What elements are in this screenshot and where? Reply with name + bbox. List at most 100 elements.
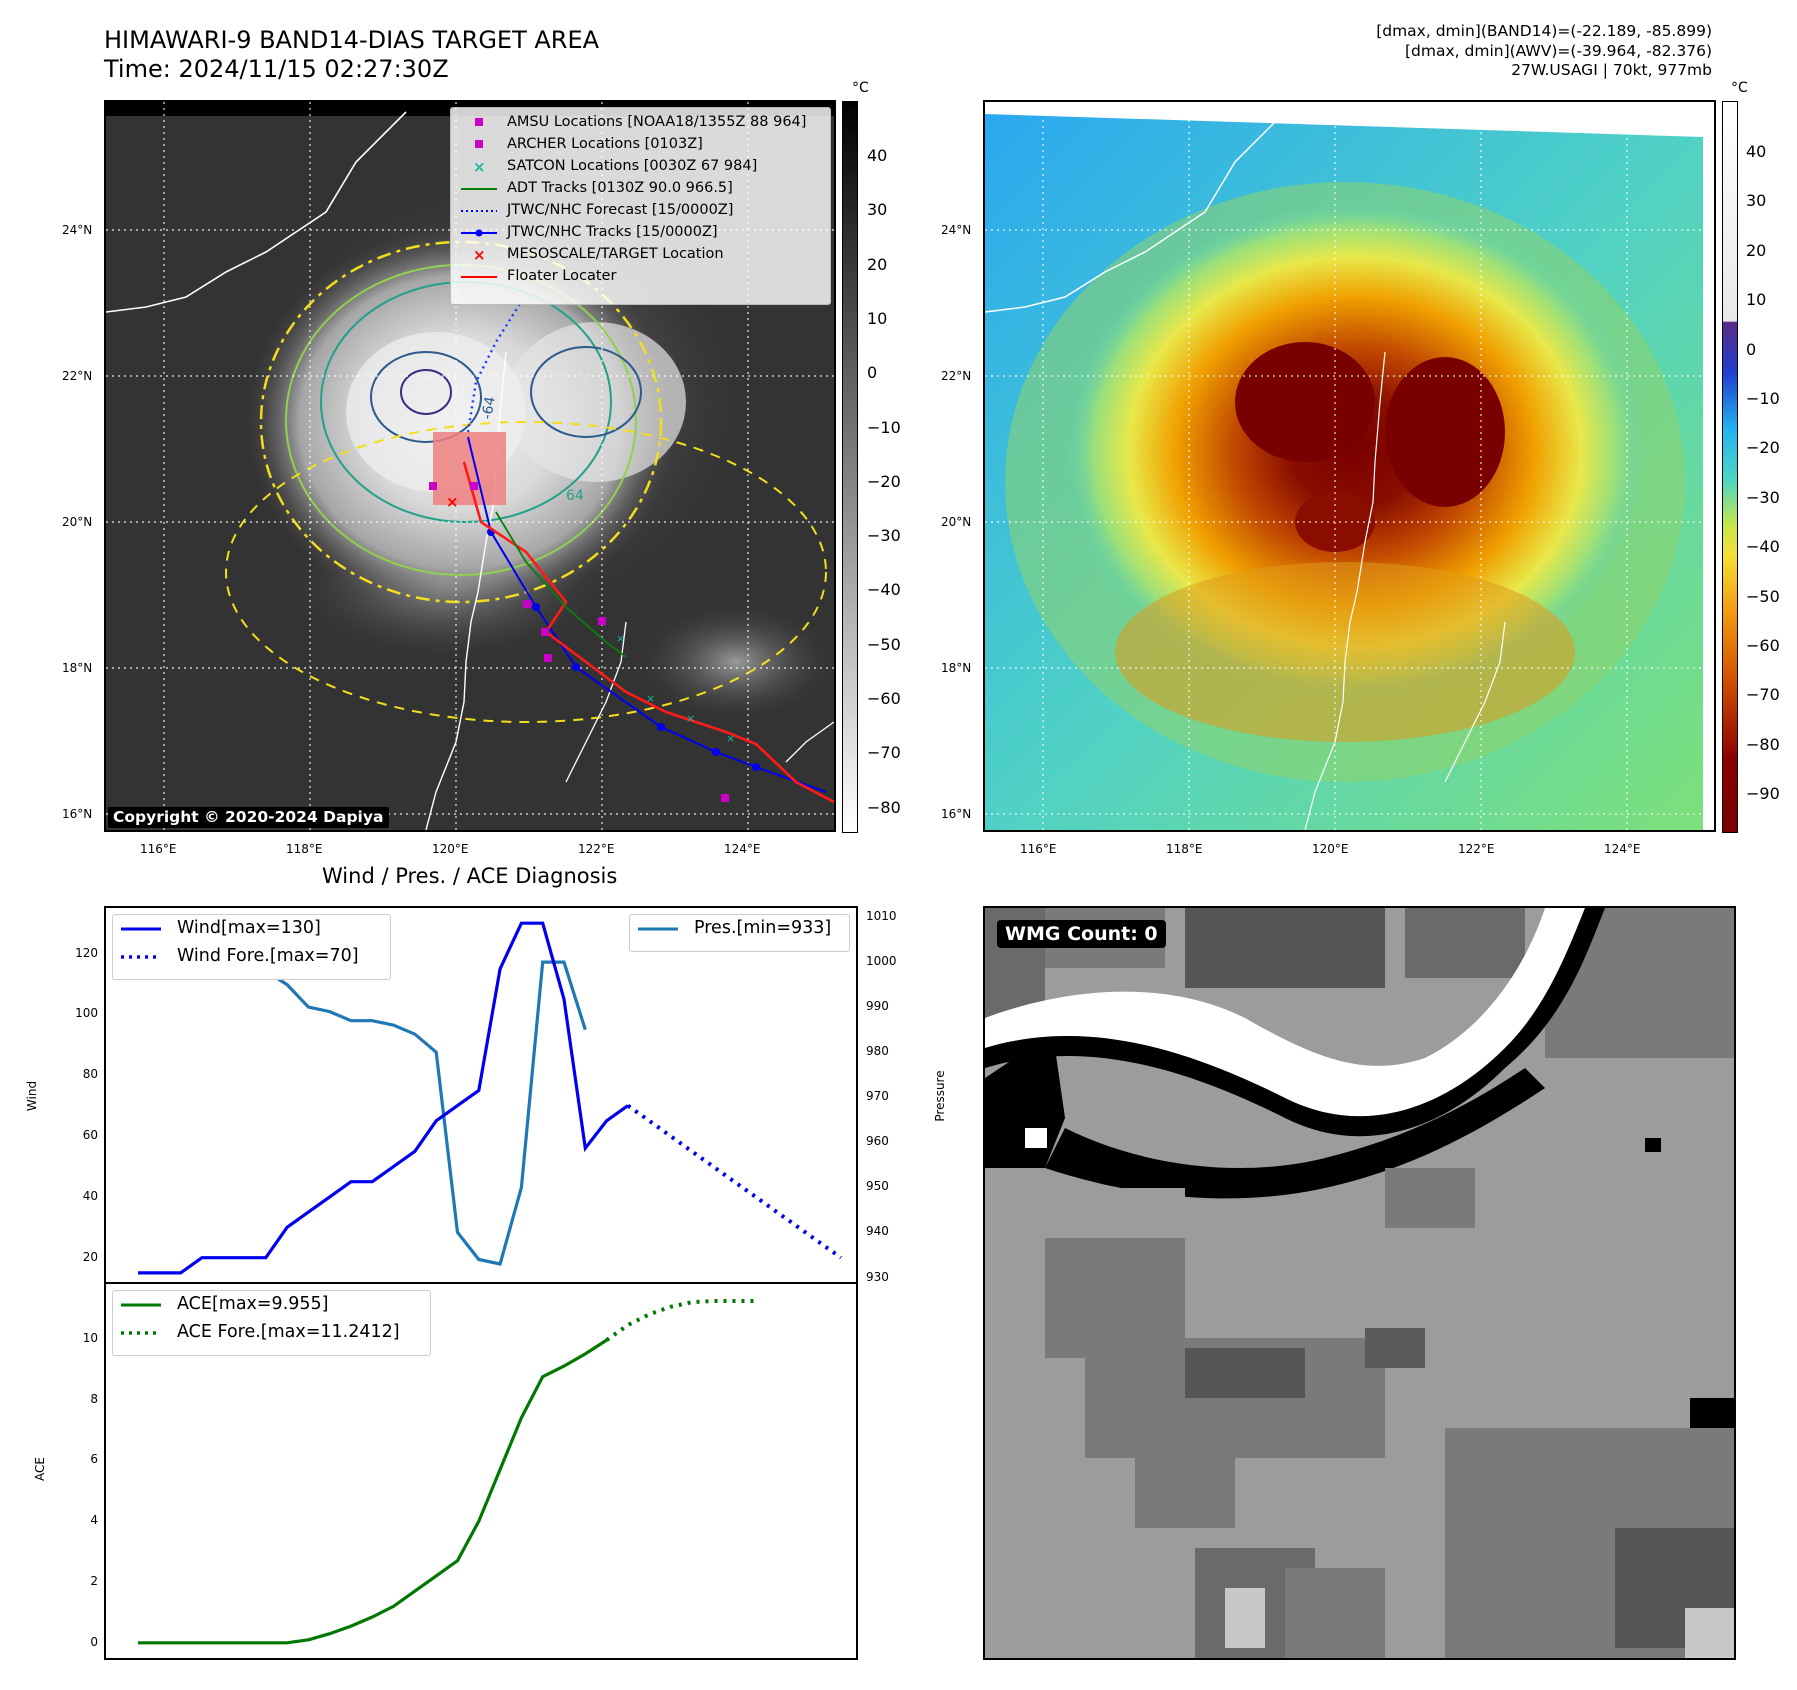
ace-plot	[138, 1299, 756, 1645]
pressure-y-tick-label: 980	[866, 1044, 889, 1059]
gray-colorbar-tick: 0	[867, 363, 878, 383]
ace-legend: ACE[max=9.955] ACE Fore.[max=11.2412]	[112, 1290, 431, 1356]
gray-colorbar-tick: 10	[867, 308, 888, 328]
color-colorbar-tick: −70	[1746, 685, 1780, 705]
map-legend: AMSU Locations [NOAA18/1355Z 88 964] ARC…	[450, 107, 831, 305]
gray-colorbar-tick: −40	[867, 580, 901, 600]
wind-y-tick-label: 100	[75, 1006, 98, 1021]
wind-y-tick-label: 60	[82, 1128, 98, 1142]
ace-y-tick-label: 0	[90, 1634, 98, 1649]
pressure-y-tick-label: 970	[866, 1089, 889, 1104]
info-line-3: 27W.USAGI | 70kt, 977mb	[1511, 61, 1712, 79]
figure-title: HIMAWARI-9 BAND14-DIAS TARGET AREA Time:…	[104, 26, 599, 84]
wind-series-line	[138, 921, 629, 1275]
ace-y-tick-label: 10	[82, 1330, 98, 1345]
wind-y-tick-label: 20	[82, 1249, 98, 1264]
legend-wind: Wind[max=130]	[121, 918, 321, 942]
gray-colorbar	[842, 101, 858, 833]
svg-text:×: ×	[726, 732, 735, 745]
gray-colorbar-tick: −20	[867, 471, 901, 491]
pressure-line-icon	[638, 927, 678, 931]
color-colorbar-tick: −80	[1746, 734, 1780, 754]
color-colorbar-tick: −50	[1746, 586, 1780, 606]
ace-forecast-line-icon	[121, 1331, 161, 1335]
adt-line-icon	[461, 188, 497, 190]
color-colorbar-tick: −90	[1746, 784, 1780, 804]
gray-colorbar-tick: −50	[867, 634, 901, 654]
wind-axis-label: Wind	[25, 1080, 39, 1112]
legend-ace: ACE[max=9.955]	[121, 1294, 328, 1318]
jtwc-line-icon	[461, 229, 497, 237]
color-colorbar-tick: −20	[1746, 438, 1780, 458]
wind-y-tick-label: 40	[82, 1188, 98, 1203]
svg-text:×: ×	[646, 692, 655, 705]
color-colorbar-tick: 40	[1746, 142, 1767, 161]
contour-label-2: 64	[566, 488, 584, 504]
legend-wind-forecast: Wind Fore.[max=70]	[121, 946, 359, 970]
lon-label-124-right: 124°E	[1604, 842, 1641, 856]
satcon-marker-icon: ×	[473, 158, 486, 176]
legend-ace-forecast: ACE Fore.[max=11.2412]	[121, 1322, 400, 1346]
color-colorbar-tick: 20	[1746, 240, 1767, 260]
copyright-badge: Copyright © 2020-2024 Dapiya	[108, 807, 390, 828]
gray-colorbar-unit: °C	[852, 80, 869, 96]
color-map-image	[985, 102, 1714, 830]
archer-marker-icon	[475, 140, 483, 148]
color-colorbar-tick: −60	[1746, 636, 1780, 655]
ir-map-panel: × × × × × -64 64 AMSU Locations [NOAA18/135…	[104, 100, 836, 832]
ace-y-tick-label: 4	[90, 1513, 98, 1528]
ace-y-tick-label: 8	[90, 1391, 98, 1406]
info-line-1: [dmax, dmin](BAND14)=(-22.189, -85.899)	[1376, 22, 1712, 40]
title-line-2: Time: 2024/11/15 02:27:30Z	[104, 55, 449, 83]
svg-text:×: ×	[473, 158, 486, 176]
lat-label-22-right: 22°N	[941, 369, 972, 383]
ace-forecast-series-line	[605, 1299, 756, 1342]
pressure-legend: Pres.[min=933]	[629, 914, 850, 952]
info-box: [dmax, dmin](BAND14)=(-22.189, -85.899) …	[1376, 22, 1712, 81]
color-colorbar-tick: 10	[1746, 290, 1767, 310]
ace-axis-label: ACE	[33, 1457, 47, 1481]
wind-legend: Wind[max=130] Wind Fore.[max=70]	[112, 914, 391, 980]
pressure-y-tick-label: 960	[866, 1134, 889, 1149]
gray-colorbar-tick: 20	[867, 254, 888, 274]
wmg-image	[985, 908, 1734, 1658]
wmg-count-badge: WMG Count: 0	[997, 920, 1166, 948]
gray-colorbar-tick: −30	[867, 526, 901, 546]
lon-label-120: 120°E	[432, 842, 469, 856]
lat-label-24-right: 24°N	[941, 223, 972, 237]
lat-label-16-right: 16°N	[941, 807, 972, 821]
gray-colorbar-tick: −10	[867, 417, 901, 437]
lat-label-18-right: 18°N	[941, 661, 972, 675]
pressure-y-tick-label: 930	[866, 1269, 889, 1284]
ace-line-icon	[121, 1303, 161, 1307]
lat-label-16: 16°N	[62, 807, 93, 821]
ace-series-line	[138, 1338, 608, 1645]
pressure-y-tick-label: 950	[866, 1179, 889, 1194]
color-colorbar-unit: °C	[1731, 80, 1748, 96]
color-colorbar-tick: −10	[1746, 389, 1780, 408]
lon-label-118-right: 118°E	[1166, 842, 1203, 856]
contour-label-1: -64	[479, 395, 499, 420]
svg-text:×: ×	[686, 712, 695, 725]
info-line-2: [dmax, dmin](AWV)=(-39.964, -82.376)	[1405, 41, 1712, 60]
color-colorbar-tick: 30	[1746, 191, 1767, 211]
lon-label-122-right: 122°E	[1458, 842, 1495, 856]
lon-label-116: 116°E	[140, 842, 177, 856]
target-x-marker: ×	[446, 493, 459, 511]
color-colorbar-tick: 0	[1746, 339, 1757, 359]
pressure-axis-label: Pressure	[933, 1070, 947, 1122]
wind-line-icon	[121, 927, 161, 931]
svg-text:×: ×	[473, 246, 486, 264]
wind-y-tick-label: 120	[75, 945, 98, 960]
wind-pressure-chart: Wind[max=130] Wind Fore.[max=70] Pres.[m…	[104, 906, 858, 1284]
gray-colorbar-tick: −80	[867, 797, 901, 817]
diagnosis-title: Wind / Pres. / ACE Diagnosis	[322, 864, 618, 888]
svg-text:×: ×	[616, 632, 625, 645]
lon-label-124: 124°E	[724, 842, 761, 856]
lat-label-18: 18°N	[62, 661, 93, 675]
lon-label-118: 118°E	[286, 842, 323, 856]
pressure-y-tick-label: 1010	[866, 909, 897, 923]
wind-forecast-line-icon	[121, 955, 161, 959]
color-colorbar-tick: −30	[1746, 487, 1780, 507]
title-line-1: HIMAWARI-9 BAND14-DIAS TARGET AREA	[104, 26, 600, 54]
